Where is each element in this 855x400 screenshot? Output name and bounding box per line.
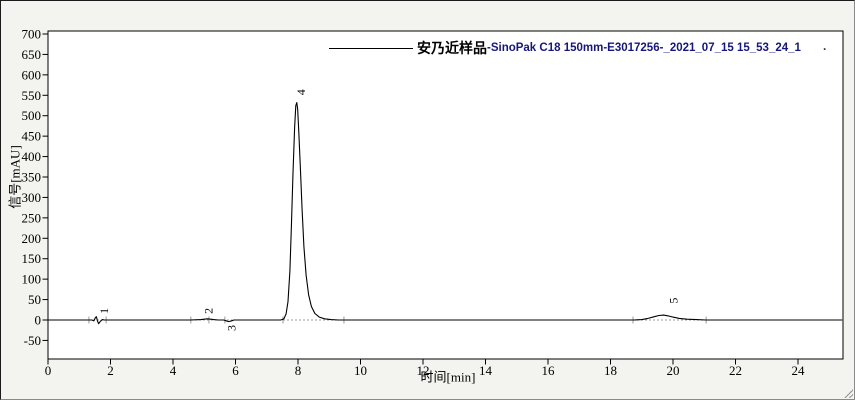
y-tick-label: 400: [22, 149, 42, 164]
x-tick-label: 24: [792, 363, 806, 378]
legend-trailing-dot: .: [823, 39, 827, 53]
peak-label: 1: [97, 308, 111, 314]
y-tick-label: 300: [22, 190, 42, 205]
x-tick-label: 10: [354, 363, 367, 378]
y-tick-label: 450: [22, 129, 42, 144]
y-tick-label: 200: [22, 231, 42, 246]
x-tick-label: 4: [170, 363, 177, 378]
x-tick-label: 18: [604, 363, 617, 378]
y-tick-label: 650: [22, 47, 42, 62]
plot-area: [47, 30, 844, 360]
x-tick-label: 16: [542, 363, 556, 378]
y-tick-label: -50: [24, 333, 41, 348]
chromatogram-trace: [47, 102, 843, 325]
y-tick-label: 550: [22, 88, 42, 103]
y-tick-label: 0: [35, 313, 42, 328]
peak-label: 2: [202, 308, 216, 314]
x-tick-label: 14: [479, 363, 493, 378]
x-tick-label: 0: [45, 363, 52, 378]
y-tick-label: 50: [28, 292, 41, 307]
y-tick-label: 350: [22, 170, 42, 185]
y-tick-label: 600: [22, 67, 42, 82]
y-tick-label: 500: [22, 108, 42, 123]
x-tick-label: 12: [417, 363, 430, 378]
resize-grip-icon[interactable]: [844, 389, 853, 398]
x-tick-label: 8: [295, 363, 302, 378]
y-tick-label: 700: [22, 27, 42, 42]
legend-method-text: -SinoPak C18 150mm-E3017256-_2021_07_15 …: [487, 42, 801, 54]
y-axis-title: 信号[mAU]: [7, 145, 23, 209]
x-tick-label: 6: [232, 363, 239, 378]
legend-sample-name: 安乃近样品: [417, 40, 487, 56]
x-tick-label: 22: [729, 363, 742, 378]
legend-line-swatch: [329, 47, 413, 49]
y-tick-label: 100: [22, 272, 42, 287]
peak-label: 3: [224, 325, 238, 331]
peak-label: 4: [294, 89, 308, 95]
y-tick-label: 250: [22, 210, 42, 225]
y-tick-label: 150: [22, 251, 42, 266]
x-tick-label: 2: [107, 363, 114, 378]
x-tick-label: 20: [667, 363, 680, 378]
legend: 安乃近样品 -SinoPak C18 150mm-E3017256-_2021_0…: [329, 40, 801, 56]
peak-label: 5: [667, 298, 681, 304]
x-axis-title: 时间[min]: [420, 369, 476, 385]
